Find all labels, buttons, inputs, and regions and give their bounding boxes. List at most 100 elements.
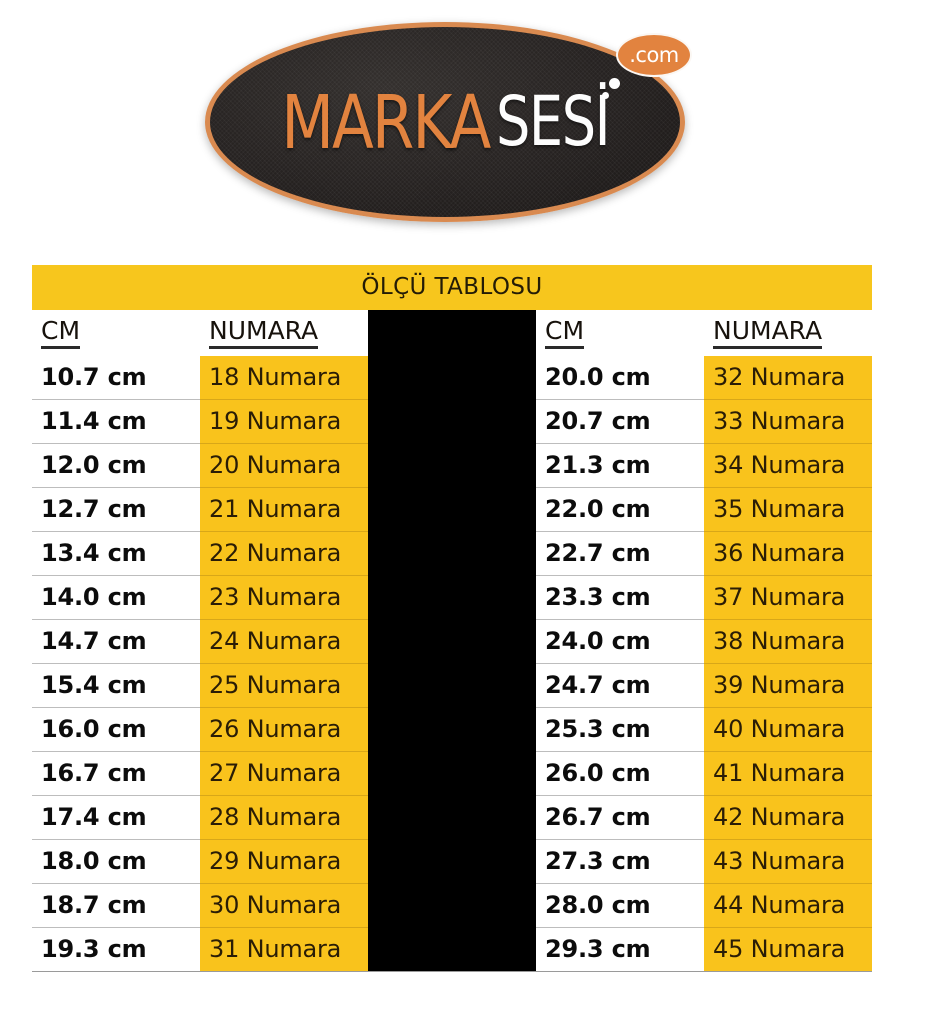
column-header-numara-right: NUMARA bbox=[704, 310, 872, 356]
speech-bubble-dot-large-icon bbox=[609, 78, 620, 89]
center-divider-cell bbox=[368, 487, 536, 531]
cell-cm-left: 18.7 cm bbox=[32, 882, 200, 928]
cell-numara-right: 45 Numara bbox=[704, 926, 872, 972]
cell-numara-left: 30 Numara bbox=[200, 882, 368, 928]
cell-numara-right: 41 Numara bbox=[704, 750, 872, 796]
cell-numara-right: 36 Numara bbox=[704, 530, 872, 576]
cell-cm-left: 19.3 cm bbox=[32, 926, 200, 972]
center-divider-cell bbox=[368, 663, 536, 707]
table-row: 14.7 cm 24 Numara 24.0 cm 38 Numara bbox=[32, 618, 872, 664]
cell-numara-right: 35 Numara bbox=[704, 486, 872, 532]
table-row: 10.7 cm 18 Numara 20.0 cm 32 Numara bbox=[32, 354, 872, 400]
cell-numara-left: 23 Numara bbox=[200, 574, 368, 620]
logo-wordmark: MARKA SESİ bbox=[205, 22, 685, 222]
center-divider-cell bbox=[368, 751, 536, 795]
cell-numara-left: 18 Numara bbox=[200, 354, 368, 400]
size-chart-table: CM NUMARA CM NUMARA 10.7 cm 18 Numara 20.0… bbox=[32, 310, 872, 972]
cell-cm-left: 12.0 cm bbox=[32, 442, 200, 488]
cell-cm-left: 15.4 cm bbox=[32, 662, 200, 708]
column-header-numara-left: NUMARA bbox=[200, 310, 368, 356]
cell-numara-left: 19 Numara bbox=[200, 398, 368, 444]
table-row: 15.4 cm 25 Numara 24.7 cm 39 Numara bbox=[32, 662, 872, 708]
table-row: 16.7 cm 27 Numara 26.0 cm 41 Numara bbox=[32, 750, 872, 796]
cell-cm-right: 25.3 cm bbox=[536, 706, 704, 752]
logo-text-sesi: SESİ bbox=[496, 82, 611, 162]
cell-numara-right: 40 Numara bbox=[704, 706, 872, 752]
cell-cm-left: 14.7 cm bbox=[32, 618, 200, 664]
cell-numara-right: 34 Numara bbox=[704, 442, 872, 488]
cell-cm-left: 12.7 cm bbox=[32, 486, 200, 532]
cell-numara-right: 38 Numara bbox=[704, 618, 872, 664]
column-header-cm-right: CM bbox=[536, 310, 704, 356]
table-row: 13.4 cm 22 Numara 22.7 cm 36 Numara bbox=[32, 530, 872, 576]
center-divider-cell bbox=[368, 795, 536, 839]
cell-cm-left: 18.0 cm bbox=[32, 838, 200, 884]
table-row: 18.7 cm 30 Numara 28.0 cm 44 Numara bbox=[32, 882, 872, 928]
cell-numara-right: 42 Numara bbox=[704, 794, 872, 840]
cell-cm-left: 17.4 cm bbox=[32, 794, 200, 840]
center-divider-header bbox=[368, 310, 536, 355]
cell-cm-left: 11.4 cm bbox=[32, 398, 200, 444]
center-divider-cell bbox=[368, 927, 536, 972]
cell-numara-left: 21 Numara bbox=[200, 486, 368, 532]
logo-text-marka: MARKA bbox=[280, 78, 491, 166]
cell-numara-left: 24 Numara bbox=[200, 618, 368, 664]
column-header-numara-right-label: NUMARA bbox=[713, 316, 823, 349]
center-divider-cell bbox=[368, 355, 536, 399]
cell-cm-right: 24.0 cm bbox=[536, 618, 704, 664]
column-header-cm-left-label: CM bbox=[41, 316, 81, 349]
cell-numara-left: 31 Numara bbox=[200, 926, 368, 972]
table-row: 16.0 cm 26 Numara 25.3 cm 40 Numara bbox=[32, 706, 872, 752]
size-chart-body: 10.7 cm 18 Numara 20.0 cm 32 Numara 11.4 cm 1… bbox=[32, 354, 872, 972]
cell-numara-left: 28 Numara bbox=[200, 794, 368, 840]
cell-numara-left: 27 Numara bbox=[200, 750, 368, 796]
cell-cm-right: 24.7 cm bbox=[536, 662, 704, 708]
cell-numara-right: 43 Numara bbox=[704, 838, 872, 884]
column-header-numara-left-label: NUMARA bbox=[209, 316, 319, 349]
center-divider-cell bbox=[368, 531, 536, 575]
cell-cm-right: 29.3 cm bbox=[536, 926, 704, 972]
logo-dotcom-badge: .com bbox=[616, 33, 692, 77]
cell-cm-left: 16.7 cm bbox=[32, 750, 200, 796]
size-chart-title: ÖLÇÜ TABLOSU bbox=[32, 265, 872, 310]
cell-cm-right: 26.0 cm bbox=[536, 750, 704, 796]
table-row: 19.3 cm 31 Numara 29.3 cm 45 Numara bbox=[32, 926, 872, 972]
cell-numara-right: 39 Numara bbox=[704, 662, 872, 708]
center-divider-cell bbox=[368, 399, 536, 443]
table-row: 12.0 cm 20 Numara 21.3 cm 34 Numara bbox=[32, 442, 872, 488]
cell-cm-left: 16.0 cm bbox=[32, 706, 200, 752]
cell-numara-right: 37 Numara bbox=[704, 574, 872, 620]
cell-numara-right: 32 Numara bbox=[704, 354, 872, 400]
cell-numara-right: 44 Numara bbox=[704, 882, 872, 928]
brand-logo: MARKA SESİ .com bbox=[0, 0, 925, 248]
size-chart: ÖLÇÜ TABLOSU CM NUMARA CM NUMARA 10.7 cm… bbox=[32, 265, 872, 972]
center-divider-cell bbox=[368, 707, 536, 751]
center-divider-cell bbox=[368, 839, 536, 883]
speech-bubble-dot-small-icon bbox=[602, 92, 609, 99]
cell-cm-right: 21.3 cm bbox=[536, 442, 704, 488]
table-row: 12.7 cm 21 Numara 22.0 cm 35 Numara bbox=[32, 486, 872, 532]
cell-numara-left: 25 Numara bbox=[200, 662, 368, 708]
center-divider-cell bbox=[368, 443, 536, 487]
cell-cm-left: 14.0 cm bbox=[32, 574, 200, 620]
cell-cm-left: 13.4 cm bbox=[32, 530, 200, 576]
cell-cm-right: 20.0 cm bbox=[536, 354, 704, 400]
cell-cm-right: 22.0 cm bbox=[536, 486, 704, 532]
cell-cm-right: 23.3 cm bbox=[536, 574, 704, 620]
logo-oval-shape bbox=[205, 22, 685, 222]
table-row: 11.4 cm 19 Numara 20.7 cm 33 Numara bbox=[32, 398, 872, 444]
table-row: 14.0 cm 23 Numara 23.3 cm 37 Numara bbox=[32, 574, 872, 620]
cell-cm-right: 26.7 cm bbox=[536, 794, 704, 840]
logo-dotcom-label: .com bbox=[629, 42, 679, 67]
cell-cm-right: 28.0 cm bbox=[536, 882, 704, 928]
table-row: 17.4 cm 28 Numara 26.7 cm 42 Numara bbox=[32, 794, 872, 840]
cell-cm-left: 10.7 cm bbox=[32, 354, 200, 400]
column-header-cm-right-label: CM bbox=[545, 316, 585, 349]
cell-cm-right: 27.3 cm bbox=[536, 838, 704, 884]
cell-cm-right: 22.7 cm bbox=[536, 530, 704, 576]
center-divider-cell bbox=[368, 575, 536, 619]
center-divider-cell bbox=[368, 883, 536, 927]
table-header-row: CM NUMARA CM NUMARA bbox=[32, 310, 872, 356]
center-divider-cell bbox=[368, 619, 536, 663]
cell-numara-left: 26 Numara bbox=[200, 706, 368, 752]
